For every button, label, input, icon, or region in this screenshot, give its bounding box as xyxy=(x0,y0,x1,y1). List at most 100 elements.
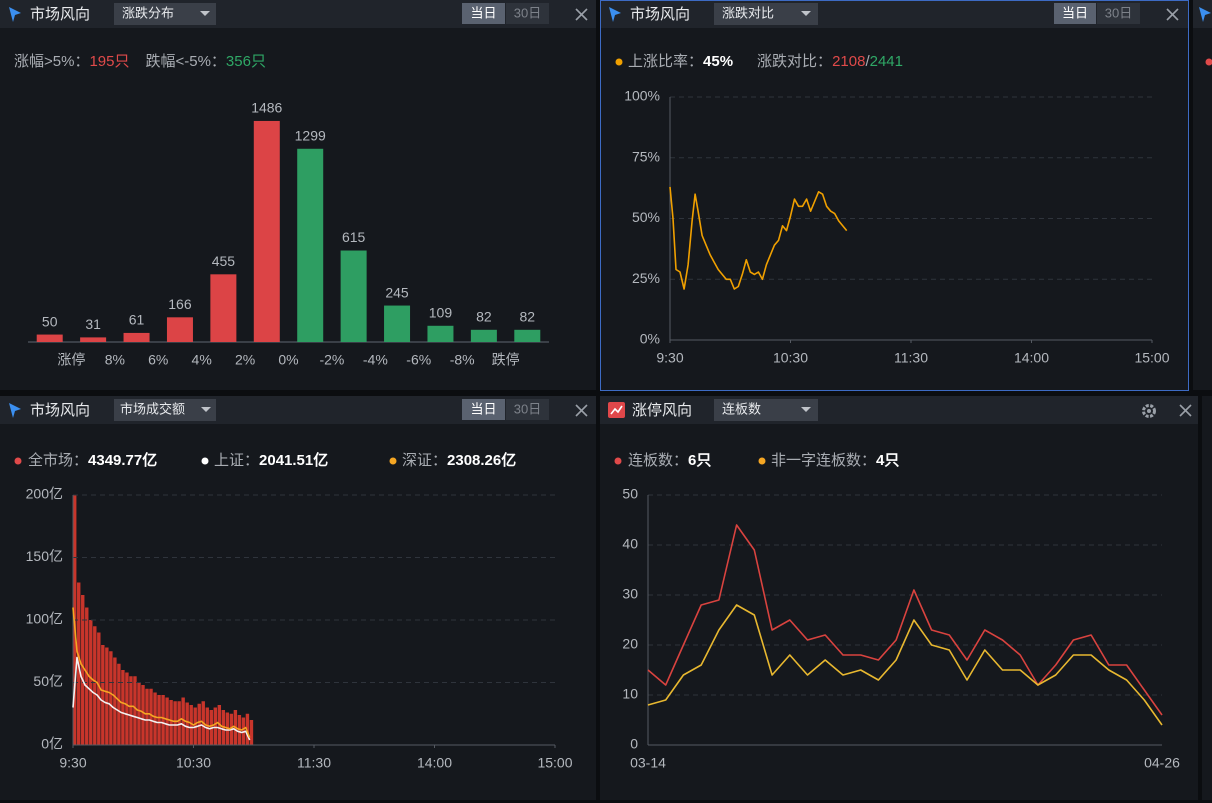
button-label[interactable]: 30日 xyxy=(514,5,541,20)
dropdown-label[interactable]: 连板数 xyxy=(722,401,761,416)
stat-value: 2108 xyxy=(832,53,865,70)
line xyxy=(647,604,1163,726)
x-tick-label: 9:30 xyxy=(59,755,86,771)
value-label: 82 xyxy=(476,309,492,325)
y-tick-label: 75% xyxy=(632,148,660,164)
bar xyxy=(133,676,137,745)
x-tick-label: 涨停 xyxy=(57,352,85,368)
x-tick-label: 15:00 xyxy=(1134,350,1169,366)
panel-title: 市场风向 xyxy=(30,402,90,419)
panel xyxy=(1193,0,1212,390)
bullet xyxy=(1205,58,1212,66)
bar xyxy=(173,701,177,745)
bar xyxy=(113,657,117,745)
x-tick-label: 6% xyxy=(148,352,168,368)
button[interactable] xyxy=(462,3,505,24)
x-tick-label: 跌停 xyxy=(492,352,520,368)
stat-value: 6只 xyxy=(688,452,711,469)
bullet xyxy=(615,58,623,66)
bar xyxy=(97,632,101,745)
dropdown[interactable] xyxy=(114,399,216,421)
button-label[interactable]: 当日 xyxy=(470,401,496,416)
y-tick-label: 10 xyxy=(622,686,638,702)
x-tick-label: -2% xyxy=(319,352,344,368)
y-tick-label: 0亿 xyxy=(41,736,63,752)
bar xyxy=(121,670,125,745)
x-tick-label: 11:30 xyxy=(894,350,928,366)
y-tick-label: 150亿 xyxy=(26,548,63,564)
x-tick-label: 2% xyxy=(235,352,255,368)
settings-button[interactable] xyxy=(1142,404,1156,418)
bar xyxy=(157,695,161,745)
bar xyxy=(153,692,157,745)
stat-label: 全市场： xyxy=(28,451,88,469)
stats: 非一字连板数：4只 xyxy=(771,451,899,469)
button[interactable] xyxy=(1054,3,1096,24)
bullet xyxy=(758,457,766,465)
panel-title: 涨停风向 xyxy=(632,402,692,419)
bar xyxy=(101,645,105,745)
bar xyxy=(213,707,217,745)
stat-label: 涨跌对比： xyxy=(757,53,832,70)
dropdown[interactable] xyxy=(714,399,818,421)
y-tick-label: 200亿 xyxy=(26,486,63,502)
button[interactable] xyxy=(1097,3,1140,24)
button[interactable] xyxy=(506,399,549,420)
line xyxy=(72,607,251,738)
close-button[interactable] xyxy=(1179,404,1192,417)
dropdown-label[interactable]: 市场成交额 xyxy=(120,401,185,416)
bar xyxy=(249,720,254,745)
bar xyxy=(141,685,145,745)
bullet xyxy=(14,457,22,465)
button-label[interactable]: 30日 xyxy=(1105,5,1132,20)
icon xyxy=(9,7,21,22)
y-tick-label: 40 xyxy=(622,536,638,552)
bar xyxy=(149,688,153,745)
stat-value: 45% xyxy=(703,53,733,70)
bar xyxy=(129,676,133,745)
dropdown[interactable] xyxy=(714,3,818,25)
line xyxy=(647,524,1163,716)
y-tick-label: 100% xyxy=(624,88,660,104)
stat-label: 非一字连板数： xyxy=(771,451,876,469)
close-button[interactable] xyxy=(575,8,588,21)
bar xyxy=(177,701,181,745)
value-label: 82 xyxy=(520,309,536,325)
button[interactable] xyxy=(506,3,549,24)
panel xyxy=(1202,396,1212,800)
value-label: 61 xyxy=(129,312,145,328)
stat-value: 2441 xyxy=(870,53,903,70)
button-label[interactable]: 当日 xyxy=(470,5,496,20)
dropdown-arrow xyxy=(201,407,211,412)
bar xyxy=(80,337,107,342)
dropdown-label[interactable]: 涨跌分布 xyxy=(122,5,174,20)
stat-value: 195只 xyxy=(89,53,129,70)
y-tick-label: 30 xyxy=(622,586,638,602)
close-button[interactable] xyxy=(1166,8,1179,21)
close-button[interactable] xyxy=(575,404,588,417)
y-tick-label: 50% xyxy=(632,209,660,225)
bar xyxy=(210,274,237,342)
button[interactable] xyxy=(462,399,505,420)
dropdown-label[interactable]: 涨跌对比 xyxy=(722,5,774,20)
stats: 上证：2041.51亿 xyxy=(214,451,328,469)
dropdown[interactable] xyxy=(114,3,216,25)
icon xyxy=(1199,7,1211,22)
icon xyxy=(610,405,623,415)
value-label: 31 xyxy=(85,316,101,332)
stats: 深证：2308.26亿 xyxy=(402,451,516,469)
button-label[interactable]: 当日 xyxy=(1062,5,1088,20)
bar xyxy=(340,250,367,342)
icon xyxy=(609,7,621,22)
bar xyxy=(165,697,169,745)
bar xyxy=(81,595,85,745)
stats: 连板数：6只 xyxy=(628,451,711,469)
bar xyxy=(36,334,63,342)
x-tick-label: 10:30 xyxy=(176,755,211,771)
y-tick-label: 0% xyxy=(640,331,660,347)
bar xyxy=(89,620,93,745)
value-label: 109 xyxy=(429,304,453,320)
button-label[interactable]: 30日 xyxy=(514,401,541,416)
x-tick-label: -6% xyxy=(406,352,431,368)
bar xyxy=(181,697,185,745)
